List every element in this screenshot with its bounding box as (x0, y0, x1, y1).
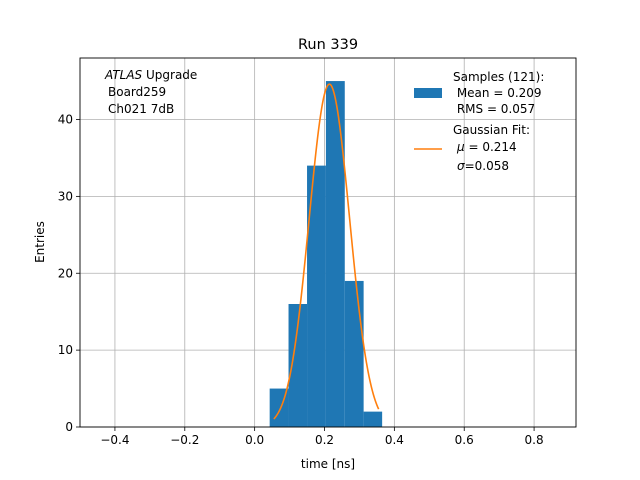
x-tick-label: −0.4 (100, 433, 129, 447)
sigma-symbol: σ (457, 159, 465, 173)
x-tick-label: −0.2 (170, 433, 199, 447)
svg-text:ATLAS Upgrade: ATLAS Upgrade (104, 68, 197, 82)
histogram-bar (344, 280, 364, 427)
y-tick-label: 20 (58, 266, 73, 280)
x-tick-label: 0.4 (385, 433, 404, 447)
histogram-bars (269, 81, 383, 427)
atlas-label: ATLAS (104, 68, 143, 82)
y-tick-label: 10 (58, 343, 73, 357)
y-tick-label: 0 (65, 420, 73, 434)
gaussian-fit-curve (273, 83, 380, 420)
y-tick-label: 30 (58, 189, 73, 203)
histogram-bar (288, 304, 308, 427)
y-axis-ticks: 0 10 20 30 40 (58, 113, 80, 434)
histogram-bar (363, 411, 383, 427)
mu-symbol: μ (456, 140, 465, 154)
x-axis-ticks: −0.4 −0.2 0.0 0.2 0.4 0.6 0.8 (100, 427, 544, 447)
histogram-bar (307, 165, 326, 427)
sigma-value: =0.058 (465, 159, 509, 173)
channel-label: Ch021 7dB (108, 102, 174, 116)
legend-fit-sigma: σ=0.058 (457, 159, 509, 173)
legend-fit-title: Gaussian Fit: (453, 123, 530, 137)
atlas-annotation: ATLAS Upgrade Board259 Ch021 7dB (104, 68, 197, 116)
y-axis-label: Entries (33, 221, 47, 263)
mu-value: = 0.214 (465, 140, 517, 154)
histogram-bar (325, 81, 345, 427)
x-tick-label: 0.6 (455, 433, 474, 447)
legend-fit-mu: μ = 0.214 (456, 140, 517, 154)
x-tick-label: 0.0 (245, 433, 264, 447)
upgrade-label: Upgrade (142, 68, 197, 82)
chart-title: Run 339 (298, 37, 358, 53)
x-tick-label: 0.2 (315, 433, 334, 447)
axes-frame (79, 57, 577, 428)
x-tick-label: 0.8 (525, 433, 544, 447)
legend-samples-title: Samples (121): (453, 70, 544, 84)
y-tick-label: 40 (58, 113, 73, 127)
x-axis-label: time [ns] (301, 457, 355, 471)
legend-samples-mean: Mean = 0.209 (453, 86, 542, 100)
legend-samples-rms: RMS = 0.057 (453, 102, 535, 116)
legend-swatch-samples (414, 88, 442, 98)
board-label: Board259 (108, 85, 166, 99)
legend: Samples (121): Mean = 0.209 RMS = 0.057 … (414, 70, 544, 173)
